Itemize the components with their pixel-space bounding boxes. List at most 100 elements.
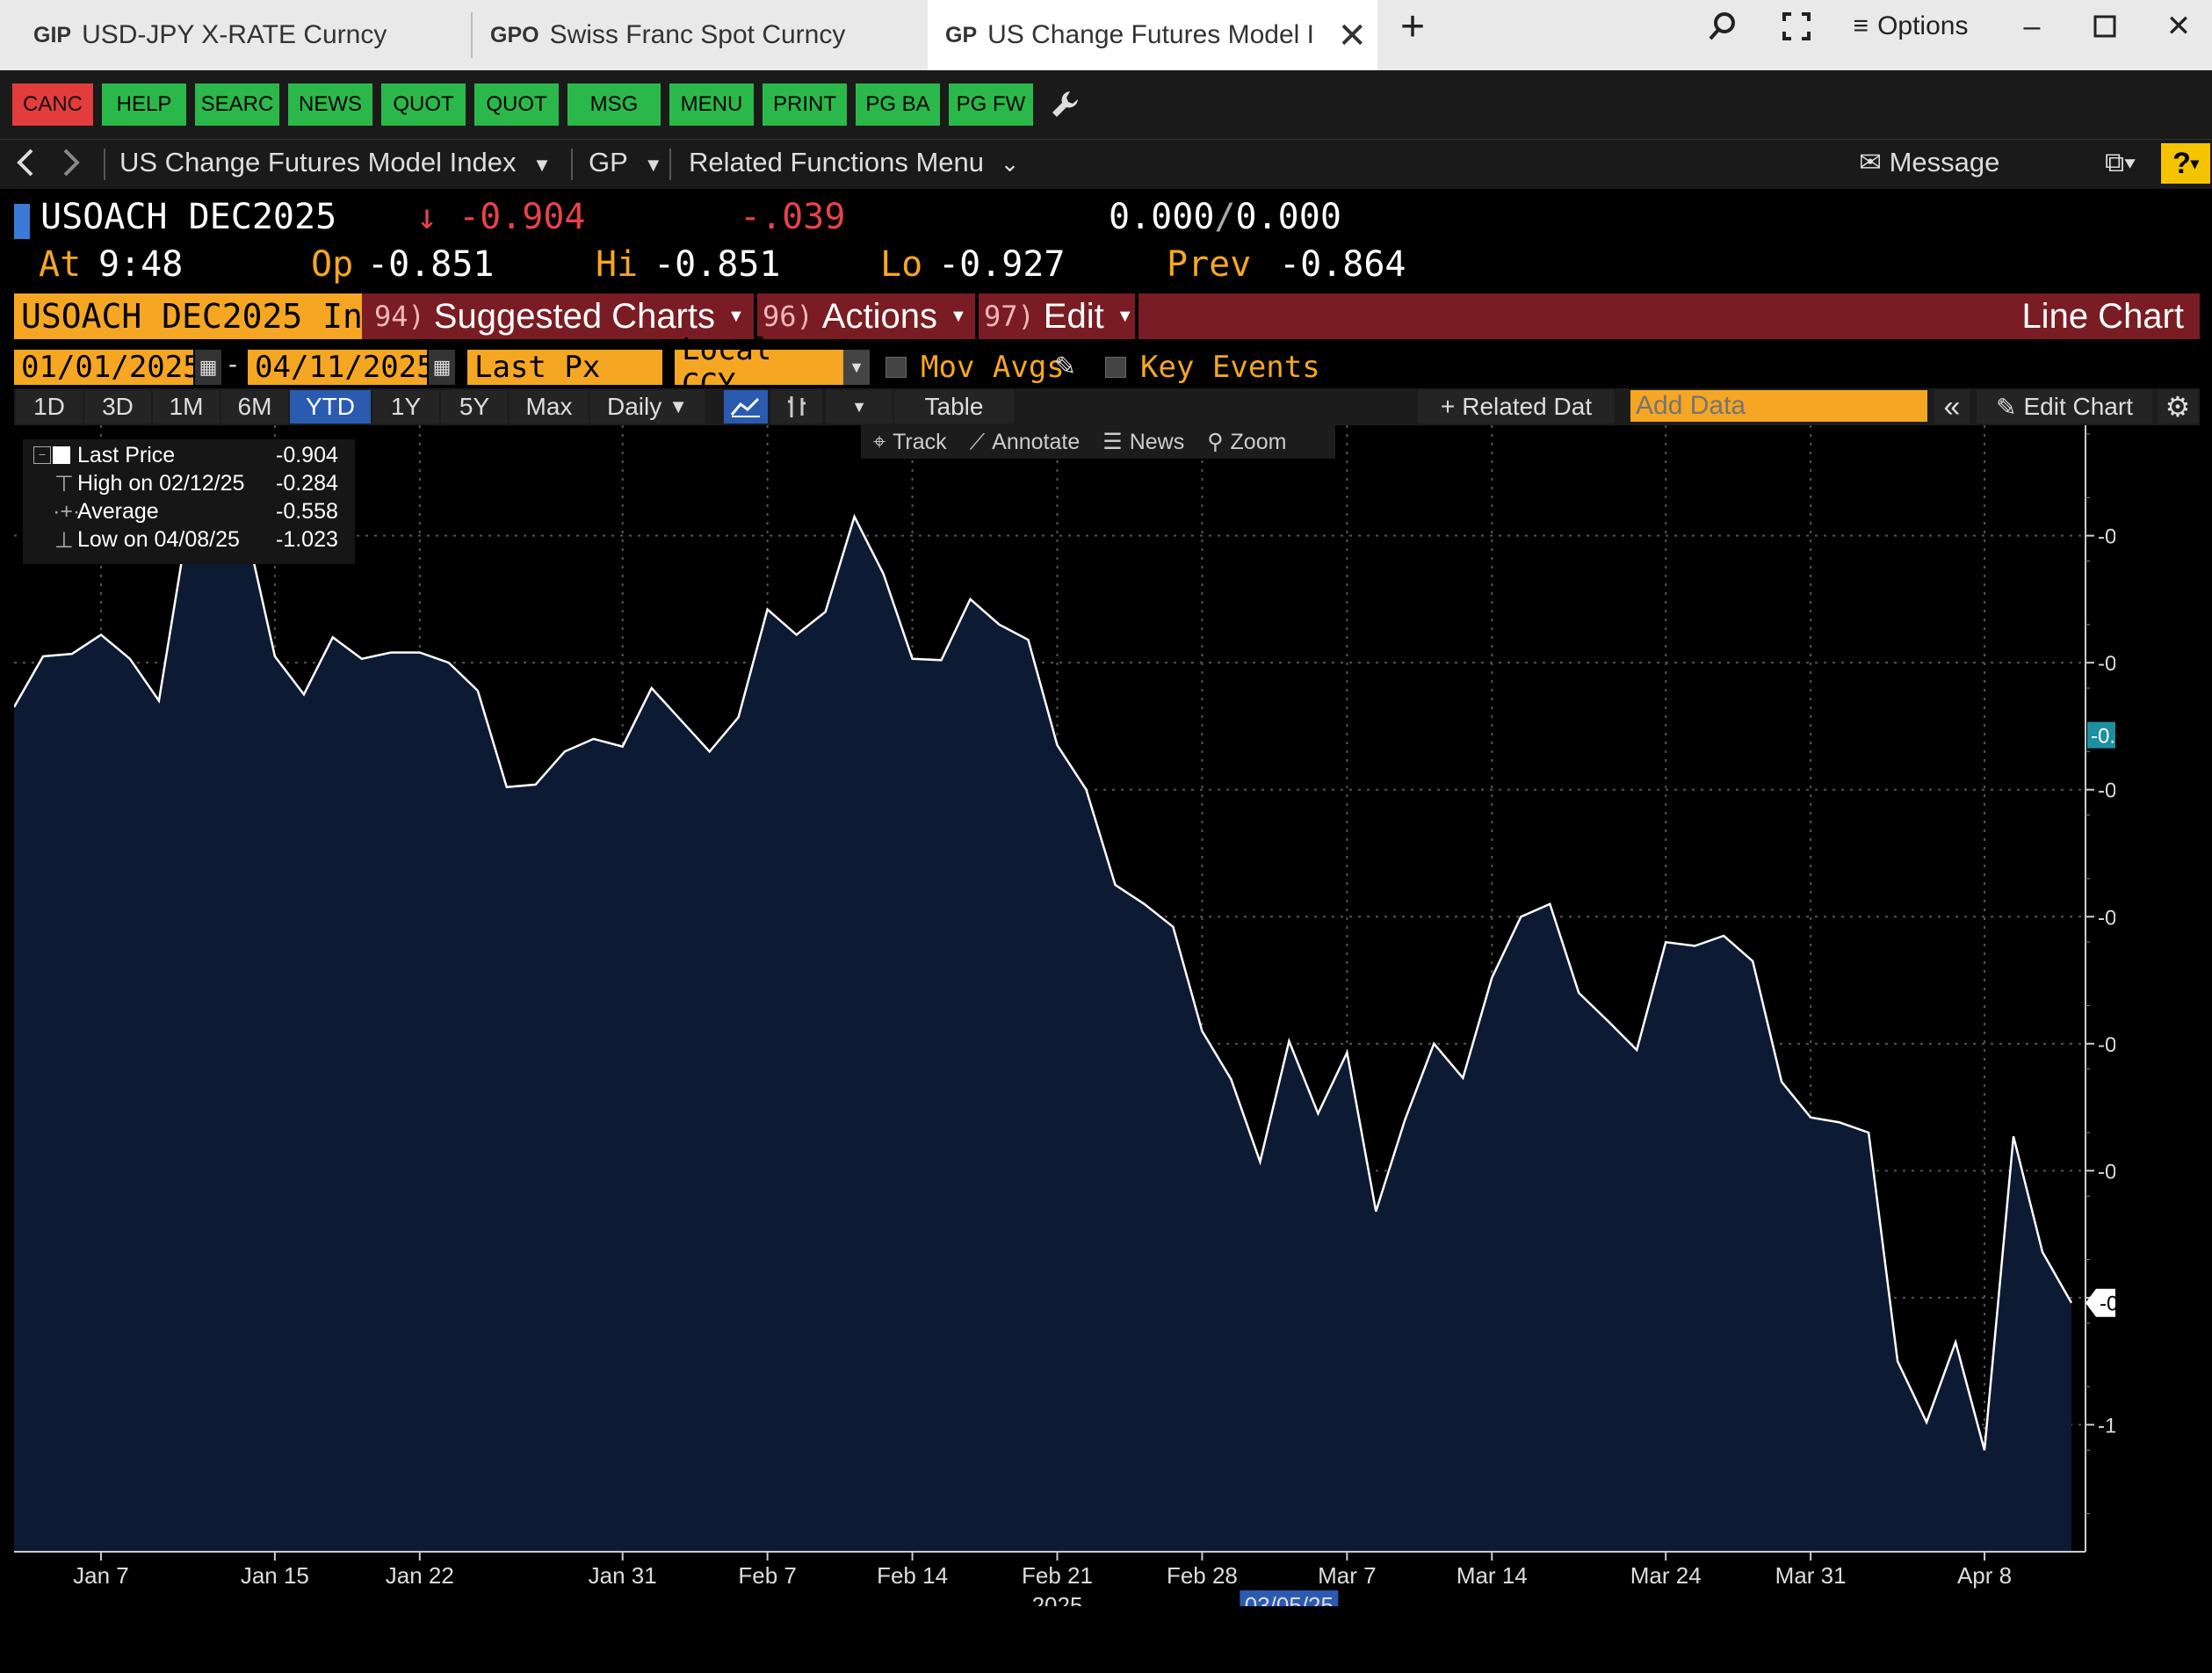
message-label: Message bbox=[1889, 147, 2000, 177]
x-tick-label: Feb 7 bbox=[738, 1562, 797, 1589]
track-tool[interactable]: Track bbox=[893, 429, 947, 454]
search-icon[interactable] bbox=[1704, 0, 1745, 53]
nav-bar: US Change Futures Model Index ▼ GP ▼ Rel… bbox=[0, 139, 2212, 189]
period-ytd[interactable]: YTD bbox=[290, 390, 371, 424]
tab-code: GIP bbox=[33, 22, 72, 47]
period-5y[interactable]: 5Y bbox=[441, 390, 508, 424]
security-field[interactable]: USOACH DEC2025 In bbox=[14, 293, 362, 339]
chart-legend: − Last Price -0.904 ⊤ High on 02/12/25 -… bbox=[23, 439, 355, 564]
tab-code: GPO bbox=[490, 22, 539, 47]
page-back-button[interactable]: PG BA bbox=[856, 83, 940, 126]
actions-menu[interactable]: 96) Actions ▼ bbox=[763, 293, 967, 339]
message-button[interactable]: ✉ Message bbox=[1859, 147, 1999, 178]
print-button[interactable]: PRINT bbox=[763, 83, 847, 126]
related-functions-label: Related Functions Menu bbox=[689, 147, 985, 177]
expand-icon[interactable] bbox=[1778, 0, 1815, 53]
prev-value: -0.864 bbox=[1279, 244, 1406, 285]
news-tool[interactable]: News bbox=[1129, 429, 1185, 454]
tab-swiss-franc[interactable]: GPO Swiss Franc Spot Curncy bbox=[473, 0, 926, 70]
tab-us-change-futures[interactable]: GP US Change Futures Model I ✕ bbox=[928, 0, 1377, 70]
x-tick-label: Jan 31 bbox=[589, 1562, 657, 1589]
suggested-charts-menu[interactable]: 94) Suggested Charts ▼ bbox=[374, 293, 745, 339]
y-tick-label: -0.300 bbox=[2098, 525, 2115, 549]
msg-button[interactable]: MSG bbox=[567, 83, 661, 126]
annotate-tool[interactable]: Annotate bbox=[992, 429, 1081, 454]
zoom-tool[interactable]: Zoom bbox=[1230, 429, 1287, 454]
page-forward-button[interactable]: PG FW bbox=[949, 83, 1033, 126]
quote-button[interactable]: QUOT bbox=[381, 83, 466, 126]
price-chart[interactable]: -0.300 -0.400 -0.500 -0.600 -0.700 -0.800 -0.9… bbox=[14, 425, 2115, 1606]
x-tick-label: Mar 7 bbox=[1318, 1562, 1376, 1589]
last-price: -0.904 bbox=[459, 197, 586, 237]
news-button[interactable]: NEWS bbox=[288, 83, 372, 126]
quote-button-2[interactable]: QUOT bbox=[474, 83, 559, 126]
period-6m[interactable]: 6M bbox=[221, 390, 288, 424]
news-list-icon: ☰ bbox=[1102, 430, 1123, 454]
bar-chart-icon[interactable] bbox=[771, 390, 822, 424]
table-button[interactable]: Table bbox=[894, 390, 1014, 424]
wrench-icon[interactable] bbox=[1049, 88, 1082, 126]
tab-divider bbox=[471, 12, 473, 58]
cursor-date: 03/05/25 bbox=[1240, 1590, 1339, 1606]
legend-collapse-icon[interactable]: − bbox=[33, 446, 51, 464]
maximize-icon[interactable] bbox=[2084, 0, 2126, 53]
options-menu[interactable]: ≡ Options bbox=[1845, 0, 1977, 53]
function-code: GP bbox=[589, 147, 628, 177]
legend-value: -0.284 bbox=[276, 471, 338, 496]
period-max[interactable]: Max bbox=[510, 390, 589, 424]
menu-button[interactable]: MENU bbox=[669, 83, 754, 126]
close-window-icon[interactable]: ✕ bbox=[2165, 10, 2192, 43]
forward-icon[interactable] bbox=[58, 147, 84, 185]
x-tick-label: Feb 21 bbox=[1022, 1562, 1093, 1589]
period-1y[interactable]: 1Y bbox=[372, 390, 439, 424]
edit-menu[interactable]: 97) Edit ▼ bbox=[984, 293, 1134, 339]
currency-selector[interactable]: Local CCY bbox=[675, 332, 843, 402]
security-title-dropdown[interactable]: US Change Futures Model Index ▼ bbox=[119, 147, 552, 178]
function-dropdown[interactable]: GP ▼ bbox=[589, 147, 663, 178]
gear-icon[interactable]: ⚙ bbox=[2158, 390, 2198, 424]
marker-price-box bbox=[2087, 721, 2115, 749]
mov-avgs-checkbox[interactable] bbox=[886, 357, 907, 378]
ask: 0.000 bbox=[1235, 197, 1341, 237]
x-tick-label: Mar 31 bbox=[1775, 1562, 1847, 1589]
net-change: -.039 bbox=[740, 197, 846, 237]
tab-label: Swiss Franc Spot Curncy bbox=[549, 20, 846, 49]
annotate-icon: ⟋ bbox=[969, 429, 986, 454]
add-data-input[interactable] bbox=[1630, 390, 1927, 422]
calendar-icon[interactable]: ▦ bbox=[429, 350, 455, 385]
question-icon: ? bbox=[2172, 146, 2191, 180]
new-tab-icon[interactable]: + bbox=[1399, 3, 1426, 50]
help-button[interactable]: HELP bbox=[102, 83, 186, 126]
chart-tools: ⌖ Track ⟋ Annotate ☰ News ⚲ Zoom bbox=[861, 425, 1335, 459]
start-date-field[interactable]: 01/01/2025 bbox=[14, 350, 201, 385]
period-1d[interactable]: 1D bbox=[16, 390, 83, 424]
back-icon[interactable] bbox=[12, 147, 39, 185]
related-functions-menu[interactable]: Related Functions Menu ⌄ bbox=[689, 147, 1019, 178]
cancel-button[interactable]: CANC bbox=[12, 83, 93, 126]
close-tab-icon[interactable]: ✕ bbox=[1337, 17, 1367, 55]
legend-value: -1.023 bbox=[276, 527, 338, 552]
window-menu-icon[interactable]: ⧉▾ bbox=[2105, 147, 2136, 177]
field-selector[interactable]: Last Px bbox=[467, 350, 662, 385]
search-button[interactable]: SEARC bbox=[195, 83, 279, 126]
price-area bbox=[14, 517, 2071, 1552]
tab-usdjpy[interactable]: GIP USD-JPY X-RATE Curncy bbox=[0, 0, 471, 70]
related-data-button[interactable]: + Related Dat bbox=[1418, 390, 1615, 424]
frequency-dropdown[interactable]: Daily ▼ bbox=[590, 390, 705, 424]
key-events-checkbox[interactable] bbox=[1105, 357, 1126, 378]
menu-number: 96) bbox=[763, 300, 813, 333]
calendar-icon[interactable]: ▦ bbox=[195, 350, 221, 385]
caret-down-icon[interactable]: ▼ bbox=[843, 350, 870, 385]
help-question-button[interactable]: ? ▾ bbox=[2161, 143, 2210, 184]
plus-icon: + bbox=[1440, 393, 1456, 420]
chart-style-caret-icon[interactable]: ▼ bbox=[826, 390, 893, 424]
period-1m[interactable]: 1M bbox=[153, 390, 220, 424]
pencil-icon[interactable]: ✎ bbox=[1054, 352, 1077, 381]
period-3d[interactable]: 3D bbox=[84, 390, 151, 424]
line-chart-icon[interactable] bbox=[724, 390, 768, 424]
end-date-field[interactable]: 04/11/2025 bbox=[248, 350, 435, 385]
collapse-chevrons-icon[interactable]: « bbox=[1934, 390, 1970, 424]
edit-chart-button[interactable]: ✎ Edit Chart bbox=[1977, 390, 2152, 424]
tab-bar: GIP USD-JPY X-RATE Curncy GPO Swiss Fran… bbox=[0, 0, 2212, 70]
minimize-icon[interactable]: – bbox=[2023, 9, 2041, 43]
